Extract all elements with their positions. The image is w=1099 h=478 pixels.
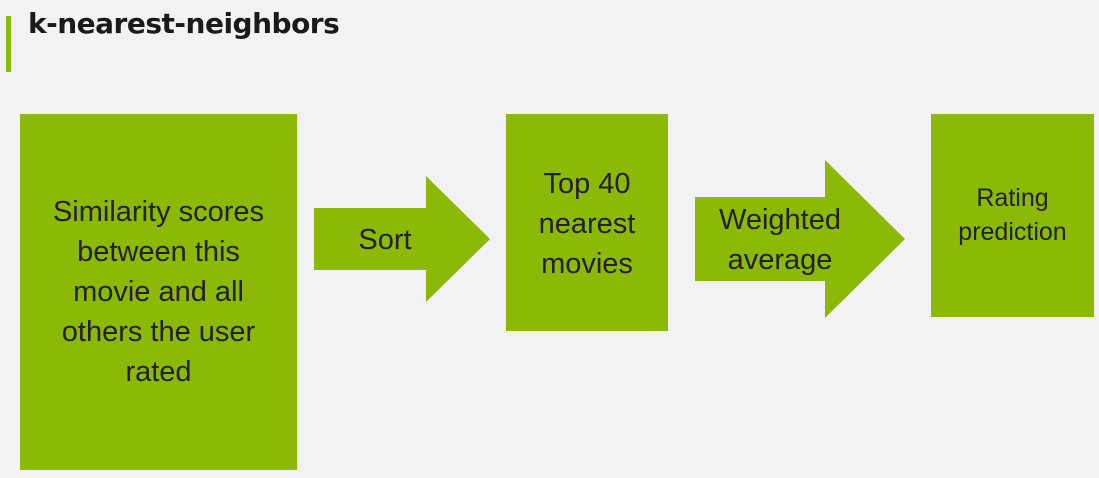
sort-label: Sort <box>358 224 412 256</box>
top-nearest-movies-box: Top 40 nearest movies <box>506 114 668 331</box>
sort-arrow: Sort <box>314 176 490 302</box>
weighted-average-label: Weighted average <box>719 204 841 276</box>
right-arrow-icon <box>695 160 905 318</box>
right-arrow-icon <box>314 176 490 302</box>
rating-prediction-label: Rating prediction <box>958 184 1067 246</box>
title-accent-bar <box>6 16 11 72</box>
similarity-scores-label: Similarity scores between this movie and… <box>52 196 265 388</box>
weighted-average-arrow: Weighted average <box>695 160 905 318</box>
rating-prediction-box: Rating prediction <box>931 114 1094 317</box>
top-nearest-movies-label: Top 40 nearest movies <box>538 168 636 280</box>
page-title: k-nearest-neighbors <box>28 7 340 40</box>
similarity-scores-box: Similarity scores between this movie and… <box>20 114 297 470</box>
